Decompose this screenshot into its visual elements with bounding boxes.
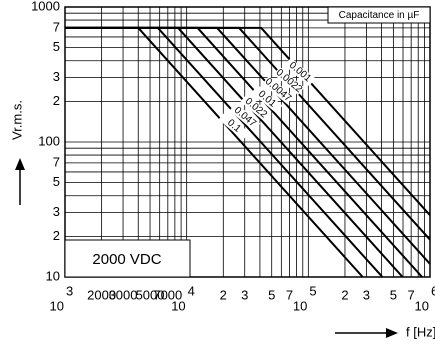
- y-tick-label: 7: [53, 19, 60, 34]
- y-tick-label: 5: [53, 174, 60, 189]
- grid: [64, 6, 431, 278]
- x-tick-label: 10: [293, 298, 307, 313]
- x-tick-label: 10: [171, 298, 185, 313]
- y-tick-label: 5: [53, 39, 60, 54]
- x-tick-label: 2: [220, 287, 227, 302]
- annotation: 2000 VDC: [92, 251, 161, 268]
- legend-box: [327, 6, 431, 24]
- x-tick-label: 7: [286, 287, 293, 302]
- y-tick-label: 3: [53, 204, 60, 219]
- capacitance-curve: [65, 26, 431, 265]
- y-tick-label: 1000: [31, 0, 60, 13]
- x-arrow-head: [386, 328, 398, 338]
- annotation-box: [64, 239, 191, 278]
- y-tick-label: 10: [46, 268, 60, 283]
- curves: [65, 26, 431, 278]
- x-tick-label: 7: [408, 287, 415, 302]
- y-tick-label: 3: [53, 69, 60, 84]
- label-backdrop: [262, 75, 294, 105]
- x-tick-label: 2: [341, 287, 348, 302]
- x-tick-exponent: 3: [66, 283, 73, 298]
- x-tick-label: 7000: [153, 287, 182, 302]
- x-tick-label: 3000: [109, 287, 138, 302]
- x-tick-label: 3: [241, 287, 248, 302]
- x-tick-exponent: 4: [188, 283, 195, 298]
- label-backdrop: [273, 66, 305, 96]
- label-backdrop: [251, 84, 283, 114]
- x-axis-label: f [Hz]: [406, 324, 435, 339]
- y-axis-label: Vr.m.s.: [9, 100, 24, 140]
- y-tick-label: 2: [53, 228, 60, 243]
- x-tick-label: 5: [268, 287, 275, 302]
- x-tick-label: 3: [363, 287, 370, 302]
- x-tick-label: 2000: [87, 287, 116, 302]
- x-tick-exponent: 6: [431, 283, 435, 298]
- capacitance-curve: [65, 26, 364, 278]
- plot-frame: [64, 6, 431, 278]
- x-tick-exponent: 5: [309, 283, 316, 298]
- x-tick-label: 10: [415, 298, 429, 313]
- x-tick-label: 5000: [136, 287, 165, 302]
- label-backdrop: [240, 93, 272, 123]
- y-tick-label: 2: [53, 93, 60, 108]
- x-tick-label: 10: [50, 298, 64, 313]
- label-backdrop: [218, 111, 250, 141]
- label-backdrop: [284, 57, 316, 87]
- y-tick-label: 7: [53, 154, 60, 169]
- y-arrow-head: [15, 158, 25, 170]
- label-backdrop: [229, 102, 261, 132]
- x-tick-label: 5: [390, 287, 397, 302]
- legend-title: Capacitance in µF: [339, 10, 420, 21]
- y-tick-label: 100: [38, 133, 60, 148]
